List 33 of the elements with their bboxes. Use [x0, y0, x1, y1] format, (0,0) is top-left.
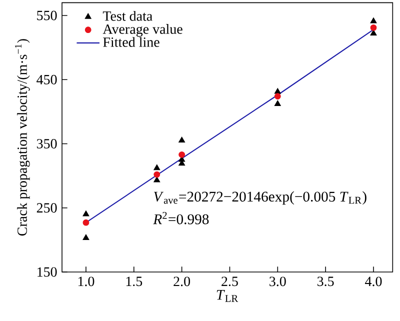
point: [370, 24, 377, 31]
legend-label: Average value: [102, 24, 182, 37]
y-tick-label: 250: [36, 203, 57, 213]
point: [274, 88, 281, 94]
annotation: V$_{ave}$=20272−20146exp(−0.005 T$_{LR}$): [154, 191, 366, 205]
legend-label: Fitted line: [103, 37, 160, 47]
x-tick-label: 2.0: [174, 276, 190, 286]
x-axis-title: T$_{LR}$: [216, 290, 238, 302]
y-tick-label: 550: [37, 10, 57, 20]
y-tick-label: 150: [38, 267, 57, 277]
point: [82, 219, 90, 226]
x-tick-label: 3.0: [270, 276, 286, 286]
point: [154, 176, 160, 182]
point: [274, 93, 281, 100]
point: [274, 100, 281, 106]
point: [82, 234, 90, 240]
x-tick-label: 1.5: [126, 276, 142, 286]
y-tick-label: 350: [36, 139, 57, 148]
point: [370, 18, 377, 24]
point: [154, 164, 160, 170]
point: [154, 171, 160, 178]
x-tick-label: 2.5: [222, 276, 238, 286]
x-tick-label: 3.5: [317, 276, 334, 286]
x-tick-label: 4.0: [365, 276, 382, 286]
point: [370, 30, 377, 36]
y-tick-label: 450: [36, 74, 57, 84]
x-tick-label: 1.0: [78, 276, 94, 286]
legend-label: Test data: [102, 10, 152, 21]
point: [82, 210, 90, 216]
annotation: R$^{2}$=0.998: [153, 212, 209, 224]
point: [178, 136, 186, 143]
point: [178, 151, 186, 158]
y-axis-title: Crack propagation velocity/(m·s$^{−1}$): [15, 39, 30, 236]
